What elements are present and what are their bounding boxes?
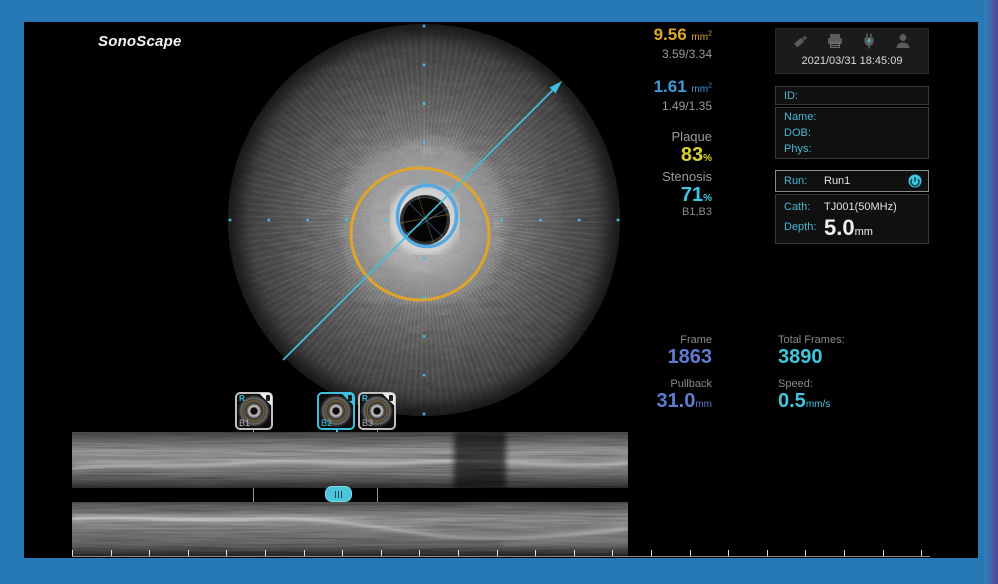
stenosis-value: 71% [680,184,712,206]
run-value: Run1 [824,175,851,187]
patient-info-box[interactable]: Name: DOB: Phys: [775,107,929,159]
run-selector[interactable]: Run: Run1 [775,170,929,192]
plaque-label: Plaque [671,129,712,144]
speed-value: 0.5mm/s [778,390,831,412]
frame-edge-stripe [984,0,998,584]
stenosis-label: Stenosis [662,169,712,184]
toolbar-icons [776,33,928,49]
lumen-area-unit: mm2 [691,82,712,95]
catheter-info-box: Cath: TJ001(50MHz) Depth: 5.0mm [775,194,929,244]
bookmark-label: B1 [239,418,251,428]
plaque-value: 83% [680,144,712,166]
fold-corner-icon [259,393,272,406]
longitudinal-view-top[interactable] [72,432,628,488]
fold-corner-icon [382,393,395,406]
cath-value: TJ001(50MHz) [824,201,897,213]
frame-value: 1863 [667,346,713,368]
bookmark-label: B3 [362,418,374,428]
brand-logo: SonoScape [98,33,182,50]
longitudinal-view-bottom[interactable] [72,502,628,556]
bookmark-line-b3 [377,430,378,556]
datetime-display: 2021/03/31 18:45:09 [801,55,903,67]
vessel-area-value: 9.56 mm2 [560,25,712,45]
cath-label: Cath: [784,201,811,213]
frame-label: Frame [680,334,712,346]
patient-id-box[interactable]: ID: [775,86,929,105]
bookmark-label: B2 [321,418,333,428]
printer-icon[interactable] [826,33,844,49]
pullback-value: 31.0mm [656,390,712,412]
bookmark-tile-b1[interactable]: R B1 [235,392,273,430]
lumen-area-number: 1.61 [653,77,687,96]
total-frames-value: 3890 [778,346,823,368]
depth-value: 5.0mm [824,215,873,240]
stenosis-reference-bookmarks: B1,B3 [682,206,712,218]
patient-phys-label: Phys: [784,143,812,155]
run-eject-icon[interactable] [908,174,922,188]
toolbar-box: 2021/03/31 18:45:09 [775,28,929,74]
patient-dob-label: DOB: [784,127,811,139]
total-frames-label: Total Frames: [778,334,845,346]
r-badge: R [362,394,368,403]
lumen-contour [395,183,459,249]
speed-label: Speed: [778,378,813,390]
scale-dot-markers [228,24,620,416]
power-plug-icon[interactable] [860,33,878,49]
pullback-label: Pullback [670,378,712,390]
ruler-baseline [72,556,930,557]
fold-corner-icon [341,393,354,406]
bookmark-tile-b3[interactable]: R B3 [358,392,396,430]
frame-position-slider[interactable] [325,486,352,502]
patient-name-label: Name: [784,111,817,123]
r-badge: R [239,394,245,403]
ivus-radial-streaks [228,24,620,416]
usb-icon[interactable] [792,33,810,49]
bookmark-tile-b2[interactable]: B2 [317,392,355,430]
run-label: Run: [784,175,808,187]
user-icon[interactable] [894,33,912,49]
lumen-diameters: 1.49/1.35 [661,99,712,113]
ivus-cross-section-image[interactable] [228,24,620,416]
lumen-area-value: 1.61 mm2 [560,77,712,97]
vessel-area-unit: mm2 [691,30,712,43]
ivus-svg [228,24,620,416]
patient-id-label: ID: [784,90,799,102]
depth-label: Depth: [784,221,817,233]
vessel-contour [349,166,491,302]
vessel-diameters: 3.59/3.34 [661,47,712,61]
vessel-area-number: 9.56 [653,25,687,44]
measurement-axis-line [282,81,562,361]
bookmark-line-b1 [253,430,254,556]
